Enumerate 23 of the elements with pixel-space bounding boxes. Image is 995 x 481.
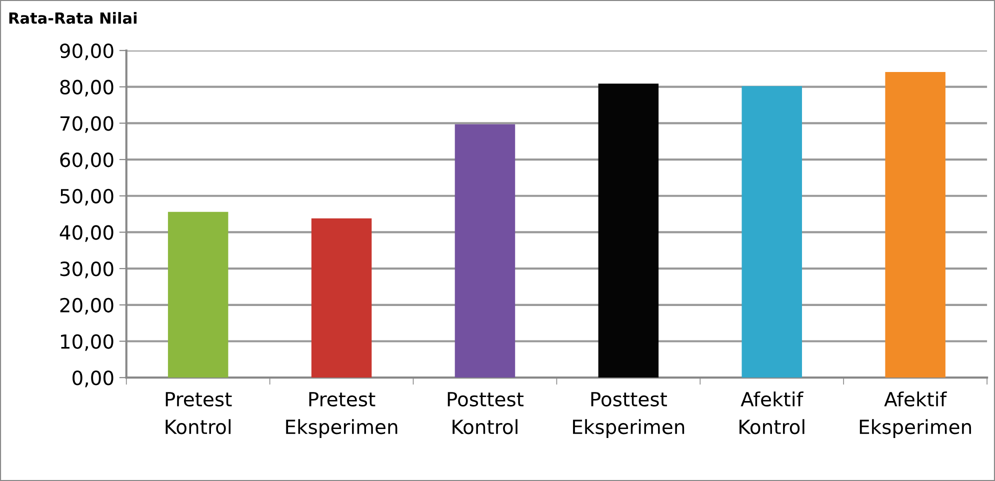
x-tick-label: Posttest Eksperimen <box>573 392 684 438</box>
x-tick-label: Pretest Eksperimen <box>286 392 398 438</box>
x-tick-label: Afektif Kontrol <box>740 391 804 434</box>
y-tick-label: 40,00 <box>60 225 114 242</box>
chart-title: Rata-Rata Nilai <box>9 12 137 24</box>
x-tick-label: Posttest Kontrol <box>448 392 524 434</box>
bar <box>742 86 802 378</box>
y-tick-label: 0,00 <box>72 370 114 388</box>
y-tick-label: 50,00 <box>60 188 114 206</box>
bar <box>311 218 372 378</box>
x-tick-label: Afektif Eksperimen <box>860 391 971 438</box>
bar <box>168 212 228 378</box>
y-tick-label: 30,00 <box>60 262 114 278</box>
bar <box>885 72 946 378</box>
y-tick-label: 80,00 <box>60 80 114 96</box>
y-tick-label: 60,00 <box>60 152 114 170</box>
y-tick-label: 10,00 <box>61 334 114 351</box>
y-tick-label: 70,00 <box>60 116 114 133</box>
bar <box>454 124 516 378</box>
y-tick-label: 90,00 <box>60 43 114 60</box>
x-tick-label: Pretest Kontrol <box>166 392 232 434</box>
bar <box>598 84 659 378</box>
y-tick-label: 20,00 <box>60 298 114 315</box>
